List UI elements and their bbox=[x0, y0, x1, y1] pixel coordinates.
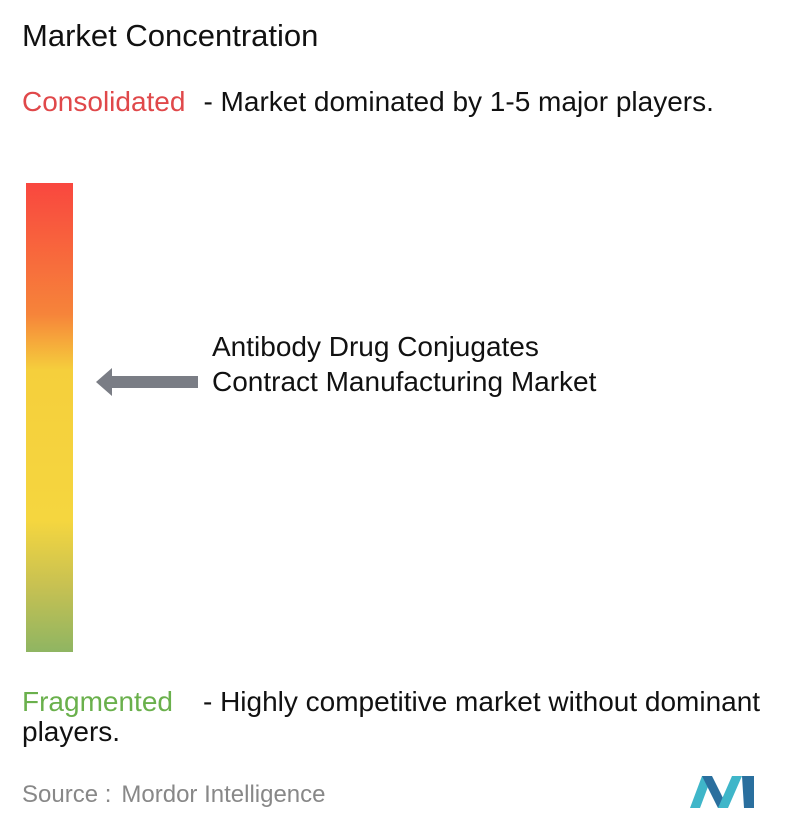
source-name: Mordor Intelligence bbox=[121, 781, 326, 808]
arrow bbox=[96, 368, 198, 396]
consolidated-description: - Market dominated by 1-5 major players. bbox=[203, 86, 714, 117]
source: Source : Mordor Intelligence bbox=[22, 781, 326, 809]
source-label: Source : bbox=[22, 781, 112, 808]
logo-part bbox=[718, 776, 742, 808]
logo bbox=[690, 776, 754, 808]
consolidated-label: Consolidated bbox=[22, 86, 186, 117]
consolidated-text: Consolidated - Market dominated by 1-5 ma… bbox=[22, 87, 757, 117]
title: Market Concentration bbox=[22, 18, 319, 53]
fragmented-description: - Highly competitive market without domi… bbox=[22, 686, 761, 747]
concentration-bar bbox=[26, 183, 73, 652]
arrow-shape bbox=[96, 368, 198, 396]
fragmented-label: Fragmented bbox=[22, 686, 173, 717]
marker-label: Antibody Drug Conjugates Contract Manufa… bbox=[212, 331, 597, 397]
logo-part bbox=[742, 776, 754, 808]
fragmented-text: Fragmented - Highly competitive market wi… bbox=[22, 687, 794, 747]
